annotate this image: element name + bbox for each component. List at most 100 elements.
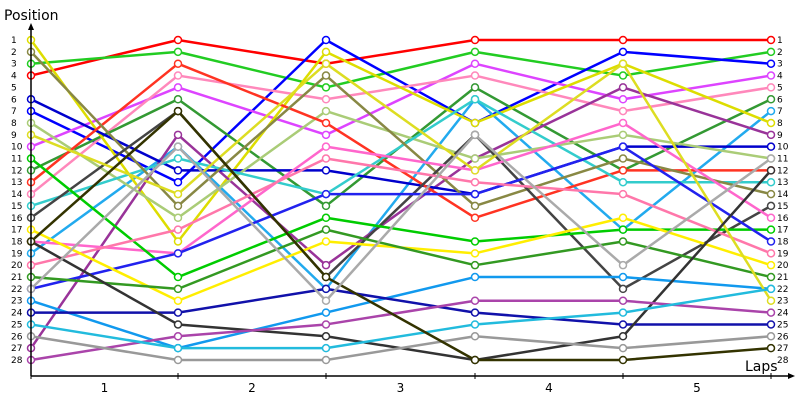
data-point xyxy=(618,177,628,187)
data-point xyxy=(321,189,331,199)
y-tick-labels: 1234567891011121314151617181920212223242… xyxy=(11,36,23,366)
data-point xyxy=(321,95,331,104)
data-point xyxy=(766,296,776,305)
y-tick-label-right: 25 xyxy=(777,320,788,330)
data-point xyxy=(470,47,480,57)
data-point xyxy=(470,249,480,258)
data-point xyxy=(470,237,480,246)
data-point xyxy=(470,166,480,175)
data-point xyxy=(618,83,628,92)
y-tick-label: 5 xyxy=(11,83,17,93)
y-tick-label: 22 xyxy=(11,285,22,295)
series-line xyxy=(30,157,772,267)
y-tick-label: 13 xyxy=(11,178,22,188)
y-tick-label: 17 xyxy=(11,226,22,236)
series-lines xyxy=(29,38,773,362)
data-point xyxy=(321,355,331,365)
series-line xyxy=(30,50,772,89)
data-point xyxy=(321,237,331,246)
data-point xyxy=(618,237,628,246)
series-markers xyxy=(26,35,776,365)
data-point xyxy=(470,201,480,211)
data-point xyxy=(618,35,628,45)
y-tick-label: 28 xyxy=(11,356,23,366)
x-axis-title: Laps xyxy=(745,359,778,375)
data-point xyxy=(618,166,628,175)
data-point xyxy=(470,355,480,365)
series-line xyxy=(30,62,773,302)
data-point xyxy=(173,71,183,80)
series-line xyxy=(30,157,771,279)
data-point xyxy=(618,47,628,57)
y-tick-label: 3 xyxy=(11,60,17,70)
y-tick-label-right: 27 xyxy=(777,344,788,354)
data-point xyxy=(470,130,480,140)
y-tick-label: 24 xyxy=(11,309,23,319)
data-point xyxy=(766,130,776,140)
series-line xyxy=(30,38,771,77)
y-tick-label: 8 xyxy=(11,119,17,129)
y-tick-label-right: 11 xyxy=(777,155,788,165)
y-tick-label: 10 xyxy=(11,143,23,153)
data-point xyxy=(321,59,331,68)
x-tick-label: 3 xyxy=(397,381,405,395)
data-point xyxy=(321,166,331,175)
data-point xyxy=(321,296,331,305)
data-point xyxy=(618,296,628,305)
data-point xyxy=(766,225,776,234)
y-tick-label-right: 28 xyxy=(777,356,789,366)
series-line xyxy=(30,335,772,362)
x-tick-labels: 1 2 3 4 5 xyxy=(30,373,772,395)
y-tick-label: 18 xyxy=(11,237,23,247)
data-point xyxy=(618,272,628,282)
data-point xyxy=(321,118,331,128)
data-point xyxy=(173,308,183,317)
y-tick-label: 20 xyxy=(11,261,23,271)
y-tick-label-right: 18 xyxy=(777,237,789,247)
y-tick-label: 16 xyxy=(11,214,23,224)
data-point xyxy=(618,154,628,163)
x-tick-label: 5 xyxy=(693,381,701,395)
data-point xyxy=(470,59,480,68)
series-line xyxy=(30,109,772,291)
data-point xyxy=(618,59,628,68)
data-point xyxy=(173,130,183,140)
data-point xyxy=(766,260,776,270)
x-tick-label: 1 xyxy=(101,381,109,395)
y-tick-label-right: 15 xyxy=(777,202,788,212)
y-tick-label-right: 23 xyxy=(777,297,788,307)
data-point xyxy=(321,272,331,282)
data-point xyxy=(321,308,331,317)
y-tick-labels-right: 1234567891011121314151617181920212223242… xyxy=(777,36,789,366)
data-point xyxy=(470,35,480,45)
data-point xyxy=(321,154,331,163)
data-point xyxy=(173,249,183,258)
data-point xyxy=(766,189,776,199)
data-point xyxy=(766,142,776,151)
data-point xyxy=(173,237,183,246)
data-point xyxy=(766,249,776,258)
y-tick-label-right: 13 xyxy=(777,178,788,188)
data-point xyxy=(766,201,776,211)
y-tick-label: 2 xyxy=(11,48,17,58)
data-point xyxy=(321,71,331,80)
data-point xyxy=(173,355,183,365)
data-point xyxy=(618,308,628,317)
data-point xyxy=(766,118,776,128)
data-point xyxy=(173,59,183,68)
x-tick-label: 4 xyxy=(545,381,553,395)
data-point xyxy=(618,355,628,365)
data-point xyxy=(173,225,183,234)
data-point xyxy=(470,320,480,329)
x-tick-label: 2 xyxy=(248,381,256,395)
y-tick-label-right: 3 xyxy=(777,60,783,70)
data-point xyxy=(766,166,776,175)
y-tick-label: 25 xyxy=(11,320,22,330)
data-point xyxy=(766,83,776,92)
series-line xyxy=(29,39,772,243)
y-tick-label-right: 6 xyxy=(777,95,783,105)
series-line xyxy=(31,287,771,326)
data-point xyxy=(321,142,331,151)
y-tick-label-right: 19 xyxy=(777,249,789,259)
y-tick-label-right: 9 xyxy=(777,131,783,141)
